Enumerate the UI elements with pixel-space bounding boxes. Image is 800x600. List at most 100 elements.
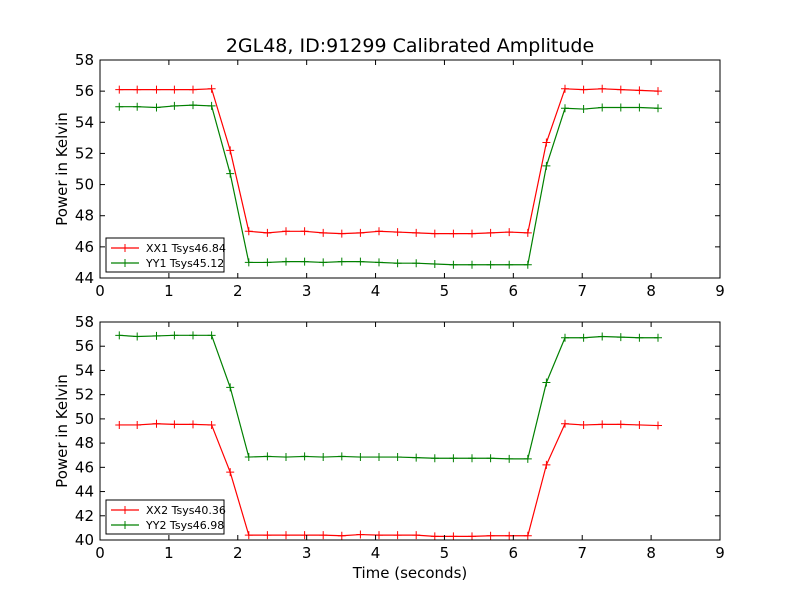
bottom-series-0-point: [337, 531, 346, 540]
bottom-series-0-point: [170, 420, 179, 429]
top-series-0-point: [579, 85, 588, 94]
bottom-series-0-point: [561, 419, 569, 428]
bottom-series-1-point: [486, 454, 495, 463]
bottom-series-0-point: [468, 532, 476, 541]
bottom-x-tick-label: 0: [95, 544, 105, 562]
top-series-1-point: [542, 161, 551, 170]
top-series-0-point: [412, 228, 421, 237]
bottom-series-1-point: [189, 331, 197, 340]
top-series-0-point: [523, 228, 532, 237]
top-legend-label-0: XX1 Tsys46.84: [146, 242, 226, 255]
top-series-0-point: [244, 227, 253, 236]
bottom-series-1-point: [375, 453, 383, 462]
top-series-0-point: [282, 227, 290, 236]
figure-title: 2GL48, ID:91299 Calibrated Amplitude: [226, 35, 594, 57]
top-x-tick-label: 9: [715, 282, 725, 300]
top-series-1-point: [449, 260, 458, 269]
top-series-1-point: [635, 103, 644, 112]
bottom-series-0-point: [263, 531, 272, 540]
top-series-1-point: [226, 169, 235, 178]
top-y-tick-label: 48: [75, 207, 94, 225]
bottom-series-1-point: [579, 333, 588, 342]
top-series-1-point: [375, 258, 383, 267]
top-x-tick-label: 7: [577, 282, 587, 300]
bottom-legend-label-1: YY2 Tsys46.98: [145, 519, 224, 532]
top-series-0-point: [449, 229, 458, 238]
bottom-series-0-point: [115, 420, 124, 429]
bottom-series-1-point: [319, 453, 328, 462]
bottom-y-tick-label: 46: [75, 458, 94, 476]
bottom-series-0-point: [635, 420, 644, 429]
top-series-0-point: [152, 85, 161, 94]
top-series-1-point: [561, 104, 569, 113]
top-series-0-point: [635, 86, 644, 95]
top-series-0-point: [616, 85, 625, 94]
bottom-series-1-point: [263, 452, 272, 461]
bottom-series-1-point: [337, 452, 346, 461]
bottom-x-tick-label: 8: [646, 544, 656, 562]
top-series-1-point: [300, 257, 309, 266]
bottom-series-0-point: [523, 531, 532, 540]
top-x-tick-label: 2: [233, 282, 243, 300]
top-x-tick-label: 5: [440, 282, 450, 300]
top-series-0-point: [430, 229, 439, 238]
top-series-1-point: [319, 258, 328, 267]
top-series-0-point: [486, 228, 495, 237]
top-series-0-point: [115, 85, 124, 94]
top-series-0-point: [226, 146, 235, 155]
bottom-series-1-point: [616, 333, 625, 342]
top-series-0-point: [300, 227, 309, 236]
bottom-series-0-point: [393, 531, 402, 540]
bottom-y-tick-label: 54: [75, 361, 94, 379]
top-series-0-point: [468, 229, 476, 238]
bottom-series-1-point: [393, 453, 402, 462]
top-series-1-point: [505, 260, 514, 269]
bottom-legend: XX2 Tsys40.36 YY2 Tsys46.98: [105, 499, 226, 535]
top-plot-frame: [99, 59, 721, 279]
bottom-series-0-point: [207, 420, 216, 429]
top-series-0-point: [598, 84, 607, 93]
bottom-y-axis-label: Power in Kelvin: [53, 374, 71, 488]
top-y-tick-label: 50: [75, 176, 94, 194]
top-legend-box: [105, 237, 225, 273]
top-x-tick-label: 8: [646, 282, 656, 300]
top-series-0-point: [505, 228, 514, 237]
bottom-series-1-point: [654, 333, 662, 342]
bottom-series-1-point: [561, 333, 569, 342]
bottom-x-tick-label: 3: [302, 544, 312, 562]
top-series-1-point: [486, 260, 495, 269]
bottom-series-1-point: [244, 453, 253, 462]
top-y-tick-label: 58: [75, 51, 94, 69]
bottom-series-1-point: [226, 383, 235, 392]
top-series-1-point: [337, 257, 346, 266]
top-series-1-point: [393, 259, 402, 268]
bottom-y-tick-label: 42: [75, 507, 94, 525]
x-axis-label: Time (seconds): [352, 564, 468, 582]
bottom-x-tick-label: 1: [164, 544, 174, 562]
bottom-series-0-point: [375, 531, 383, 540]
bottom-series-0-point: [300, 531, 309, 540]
top-series-1-point: [412, 259, 421, 268]
bottom-x-tick-label: 4: [371, 544, 381, 562]
bottom-series-0-point: [356, 530, 365, 539]
bottom-y-tick-label: 50: [75, 410, 94, 428]
top-series-1-point: [654, 104, 662, 113]
top-y-tick-label: 46: [75, 238, 94, 256]
bottom-series-0-point: [152, 419, 161, 428]
bottom-series-0-point: [486, 531, 495, 540]
bottom-series-1-point: [468, 454, 476, 463]
top-series-0-point: [542, 138, 551, 147]
top-x-tick-label: 3: [302, 282, 312, 300]
bottom-y-tick-label: 44: [75, 483, 94, 501]
top-series-1-point: [523, 260, 532, 269]
bottom-legend-box: [105, 499, 225, 535]
top-series-1-point: [207, 101, 216, 110]
top-y-tick-label: 56: [75, 82, 94, 100]
bottom-series-1-point: [505, 454, 514, 463]
bottom-series-1-point: [523, 454, 532, 463]
bottom-series-1-point: [356, 453, 365, 462]
top-series-0-point: [170, 85, 179, 94]
top-series-1-point: [115, 102, 124, 111]
top-series-0-point: [337, 229, 346, 238]
